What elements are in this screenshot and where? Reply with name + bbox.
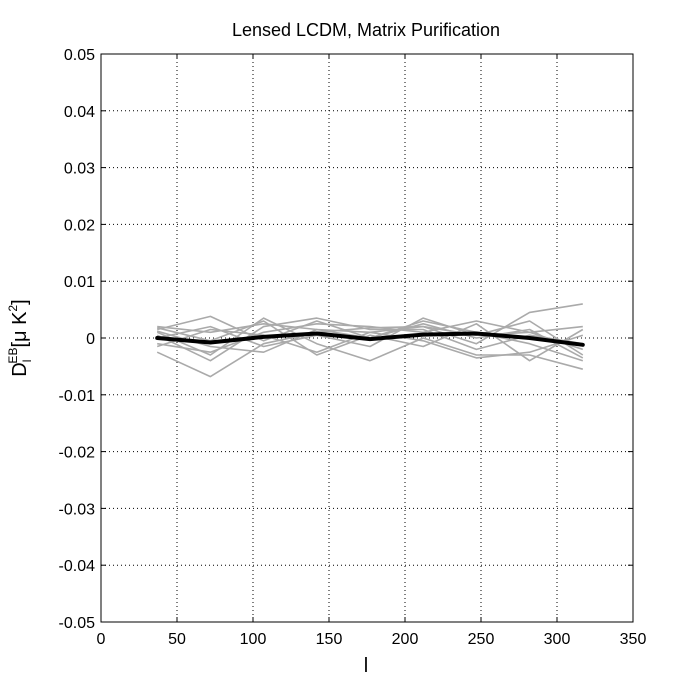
y-tick-label: 0.04 — [64, 104, 95, 121]
chart-title: Lensed LCDM, Matrix Purification — [232, 20, 500, 40]
y-label-sub: l — [20, 360, 34, 363]
y-tick-label: 0.01 — [64, 274, 95, 291]
x-tick-label: 300 — [544, 631, 571, 648]
x-tick-label: 50 — [168, 631, 186, 648]
axes: 0 50 100 150 200 250 300 350 0.05 0.04 0.03 0.02 0.0… — [59, 47, 647, 648]
x-tick-label: 200 — [392, 631, 419, 648]
y-tick-label: 0.03 — [64, 161, 95, 178]
y-tick-label: 0.02 — [64, 217, 95, 234]
realization-line — [156, 303, 583, 378]
mean-line-group — [155, 331, 585, 347]
x-tick-label: 150 — [316, 631, 343, 648]
y-tick-label: -0.02 — [59, 445, 96, 462]
realization-line — [156, 317, 583, 362]
x-tick-label: 350 — [620, 631, 647, 648]
y-label-main: D — [9, 362, 31, 376]
realization-line — [156, 328, 584, 359]
mean-line — [155, 331, 585, 347]
y-label-unit: [μ K — [9, 311, 31, 348]
x-axis-label: l — [364, 655, 368, 677]
realization-line — [157, 320, 584, 362]
x-tick-label: 250 — [468, 631, 495, 648]
y-label-unit-sup: 2 — [6, 305, 20, 312]
y-tick-label: -0.04 — [59, 558, 96, 575]
x-tick-label: 0 — [97, 631, 106, 648]
y-tick-label: -0.01 — [59, 388, 96, 405]
y-tick-label: -0.05 — [59, 615, 96, 632]
realization-line — [157, 317, 584, 356]
realization-line — [156, 317, 584, 370]
x-tick-label: 100 — [240, 631, 267, 648]
realization-line — [157, 320, 584, 354]
y-axis-label: DlEB[μ K2] — [6, 299, 34, 376]
y-tick-label: 0 — [86, 331, 95, 348]
y-tick-label: -0.03 — [59, 501, 96, 518]
realization-lines — [156, 303, 584, 378]
y-tick-label: 0.05 — [64, 47, 95, 64]
y-label-sup: EB — [6, 348, 20, 364]
y-label-unit-close: ] — [9, 299, 31, 305]
